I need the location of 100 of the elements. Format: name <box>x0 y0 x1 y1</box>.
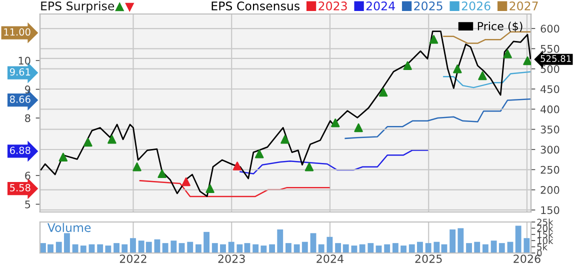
line-series <box>139 180 330 198</box>
y-tick-label: 8.66 <box>10 96 30 103</box>
point <box>232 162 242 170</box>
legend-label: 2026 <box>462 1 490 10</box>
y-tick-label: 6 <box>25 172 30 180</box>
bar <box>228 242 234 253</box>
annotation: Volume <box>47 222 91 232</box>
point <box>254 150 264 158</box>
bar <box>114 243 120 253</box>
bar <box>434 242 440 253</box>
point <box>354 123 363 132</box>
bar <box>236 244 243 253</box>
y-tick-label: 10k <box>538 237 554 244</box>
y2-tick-label: 600 <box>540 24 560 33</box>
y-tick-label: 5.58 <box>10 184 30 192</box>
x-tick-label: 2026 <box>514 254 540 263</box>
bar <box>72 244 78 253</box>
point <box>158 169 166 178</box>
bar <box>524 238 530 253</box>
point <box>403 61 412 70</box>
x-tick-label: 2025 <box>415 254 442 263</box>
bar <box>294 244 300 253</box>
bar <box>286 243 292 253</box>
y-tick-label: 11.00 <box>4 28 30 36</box>
y-tick-label: 5 <box>25 200 30 208</box>
point <box>478 71 487 80</box>
bar <box>425 243 432 253</box>
bar <box>466 243 472 253</box>
bar <box>302 242 308 253</box>
legend-label: Price ($) <box>478 22 522 32</box>
y-tick-label: 0 <box>537 250 542 257</box>
point <box>132 162 142 172</box>
bar <box>269 244 275 253</box>
y-tick-label: 9.61 <box>10 68 30 76</box>
y2-tick-label: 150 <box>541 206 560 214</box>
bar <box>417 242 423 253</box>
bar <box>220 244 226 253</box>
y-tick-label: 6.88 <box>10 146 30 154</box>
bar <box>359 244 366 253</box>
point <box>280 135 290 144</box>
bar <box>162 243 168 253</box>
bar <box>318 244 324 253</box>
x-tick-label: 2022 <box>120 254 146 263</box>
bar <box>105 246 112 253</box>
bar <box>384 244 390 253</box>
point <box>523 56 531 66</box>
legend-label: 2024 <box>366 1 395 10</box>
point <box>378 88 388 97</box>
y2-tick-label: 500 <box>540 65 560 73</box>
point <box>182 177 190 186</box>
point <box>453 64 462 74</box>
line-series <box>443 31 531 44</box>
y2-tick-label: 525.81 <box>540 55 571 62</box>
y2-tick-label: 450 <box>540 85 560 94</box>
bar <box>204 232 210 253</box>
y2-tick-label: 550 <box>540 44 560 53</box>
legend-label: 2027 <box>510 1 538 10</box>
bar <box>408 244 415 253</box>
legend-label: 2023 <box>318 1 347 10</box>
line-series <box>40 30 531 197</box>
point <box>206 184 214 193</box>
bar <box>97 244 104 253</box>
legend-label: 2025 <box>414 1 442 10</box>
bar <box>277 229 284 253</box>
bar <box>400 246 406 253</box>
point <box>58 152 68 162</box>
x-tick-label: 2023 <box>218 254 245 263</box>
y2-tick-label: 300 <box>540 146 560 154</box>
point <box>503 50 512 58</box>
y-tick-label: 10 <box>18 56 30 65</box>
bar <box>130 238 136 253</box>
y-tick-label: 8 <box>25 114 30 122</box>
bar <box>56 242 62 253</box>
bar <box>335 243 342 253</box>
point <box>429 35 438 44</box>
point <box>330 118 340 128</box>
bar <box>474 242 480 253</box>
bar <box>195 244 202 253</box>
point <box>304 162 314 172</box>
bar <box>490 240 497 253</box>
y2-tick-label: 200 <box>540 186 560 194</box>
bar <box>368 243 374 253</box>
bar <box>342 244 349 253</box>
bar <box>482 244 488 253</box>
y2-tick-label: 350 <box>540 126 560 134</box>
bar <box>310 233 316 253</box>
point <box>84 138 92 147</box>
line-series <box>344 98 531 140</box>
bar <box>392 243 398 253</box>
y-tick-label: 9 <box>25 86 30 94</box>
bar <box>122 244 128 253</box>
bar <box>64 233 70 253</box>
bar <box>212 243 218 253</box>
line-series <box>443 71 531 88</box>
bar <box>515 226 522 253</box>
x-tick-label: 2024 <box>316 254 344 263</box>
line-series <box>240 150 428 174</box>
bar <box>260 246 267 253</box>
text: EPS Surprise <box>41 1 114 13</box>
bar <box>80 246 86 253</box>
